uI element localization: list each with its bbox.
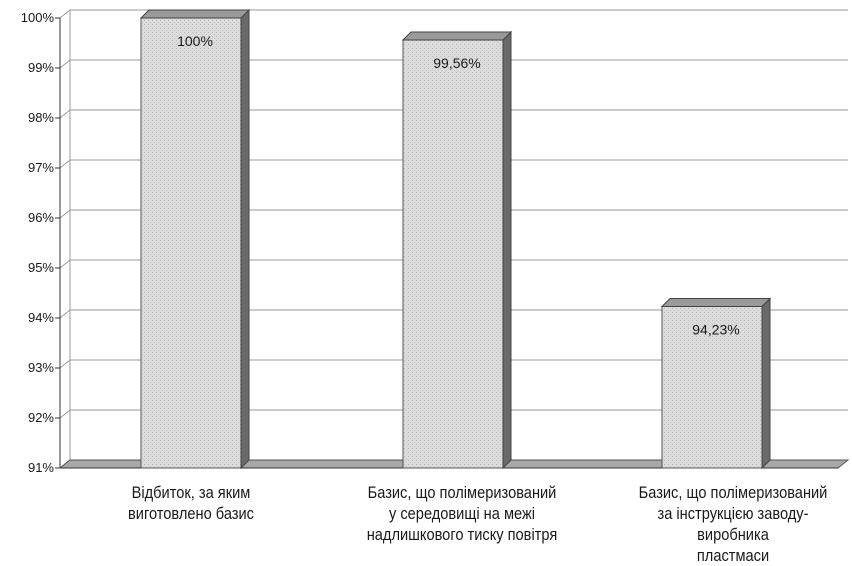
y-tick-label: 100% [21, 10, 55, 25]
y-tick-label: 95% [28, 260, 54, 275]
data-labels: 100% 99,56% 94,23% [177, 33, 740, 338]
bar-3 [661, 306, 763, 469]
y-tick-label: 91% [28, 460, 54, 475]
gridline-depth [59, 209, 71, 219]
gridline-depth [59, 309, 71, 319]
bar-chart: 91% 92% 93% 94% 95% 96% 97% 98% 99% 100% 100% 99,5… [21, 8, 850, 475]
y-tick-label: 96% [28, 210, 54, 225]
y-tick-label: 94% [28, 310, 54, 325]
data-label-3: 94,23% [692, 322, 739, 338]
category-label-2: Базис, що полімеризований у середовищі н… [366, 483, 558, 544]
bar-1 [140, 17, 242, 469]
data-label-2: 99,56% [433, 55, 480, 71]
y-tick-label: 97% [28, 160, 54, 175]
bars [139, 8, 772, 470]
gridline-depth [59, 9, 71, 19]
bar-2 [402, 39, 504, 469]
gridline-depth [59, 159, 71, 169]
bar-side-2 [502, 30, 512, 470]
gridline-depth [59, 59, 71, 69]
y-tick-label: 99% [28, 60, 54, 75]
y-axis: 91% 92% 93% 94% 95% 96% 97% 98% 99% 100% [21, 10, 71, 475]
y-tick-label: 92% [28, 410, 54, 425]
gridline-depth [59, 409, 71, 419]
bar-top-1 [139, 9, 251, 19]
bar-top-2 [401, 31, 513, 41]
data-label-1: 100% [177, 33, 213, 49]
bar-side-3 [761, 297, 771, 470]
category-label-1: Відбиток, за яким виготовлено базис [128, 483, 254, 523]
gridline-depth [59, 259, 71, 269]
gridline-depth [59, 359, 71, 369]
category-label-3: Базис, що полімеризований за інструкцією… [638, 483, 828, 565]
gridline-depth [59, 109, 71, 119]
y-tick-label: 93% [28, 360, 54, 375]
bar-top-3 [660, 298, 772, 307]
bar-side-1 [240, 8, 250, 470]
y-tick-label: 98% [28, 110, 54, 125]
